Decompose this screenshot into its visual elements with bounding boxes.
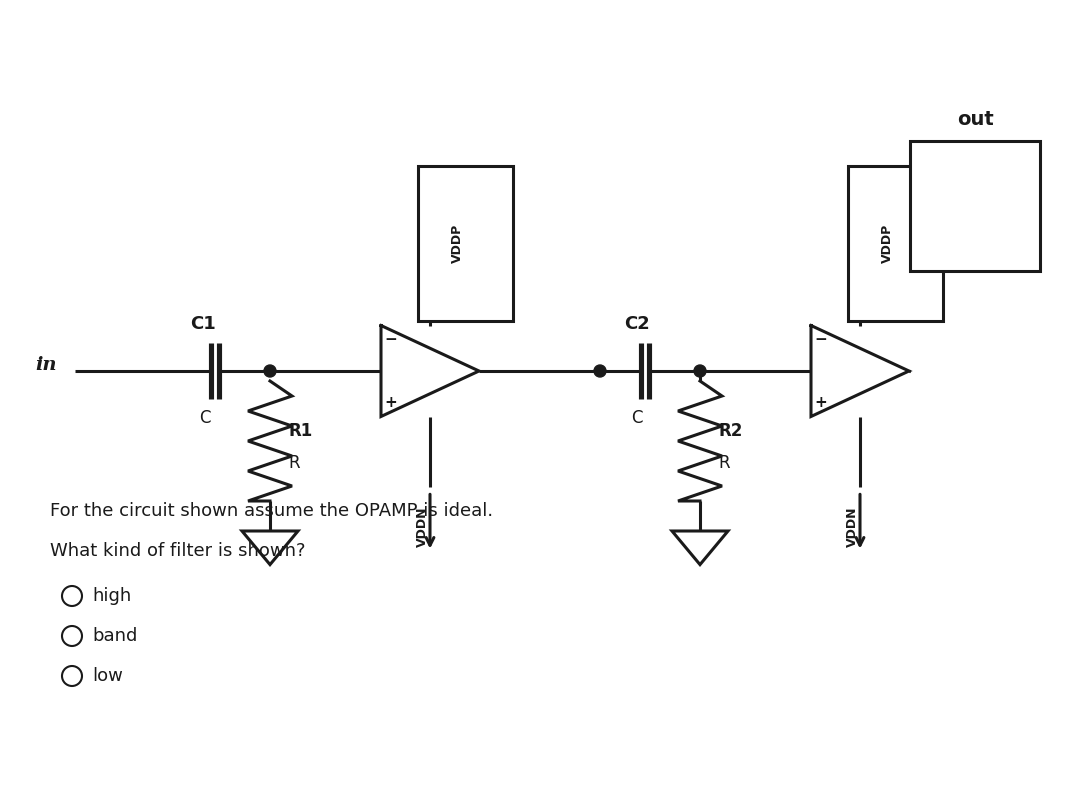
Text: C: C: [631, 409, 643, 427]
Text: +: +: [384, 395, 397, 410]
Text: VDDP: VDDP: [880, 223, 893, 263]
Circle shape: [694, 365, 706, 377]
Text: R2: R2: [718, 422, 742, 440]
Text: in: in: [35, 356, 56, 374]
Text: R: R: [718, 454, 730, 472]
Text: high: high: [92, 587, 132, 605]
Text: band: band: [92, 627, 137, 645]
Text: VDDN: VDDN: [416, 506, 429, 547]
Text: U1: U1: [474, 300, 499, 317]
Text: out: out: [957, 110, 994, 129]
Text: What kind of filter is shown?: What kind of filter is shown?: [50, 542, 306, 560]
Text: R1: R1: [288, 422, 312, 440]
Bar: [418, 166, 513, 320]
Circle shape: [594, 365, 606, 377]
Text: C2: C2: [624, 315, 650, 333]
Circle shape: [264, 365, 276, 377]
Text: VDDP: VDDP: [450, 223, 463, 263]
Bar: [910, 141, 1040, 271]
Bar: [848, 166, 943, 320]
Text: VDDN: VDDN: [846, 506, 859, 547]
Text: low: low: [92, 667, 123, 685]
Text: R: R: [288, 454, 299, 472]
Text: C1: C1: [190, 315, 216, 333]
Text: −: −: [814, 332, 827, 347]
Text: For the circuit shown assume the OPAMP is ideal.: For the circuit shown assume the OPAMP i…: [50, 502, 494, 520]
Text: +: +: [814, 395, 827, 410]
Text: C: C: [199, 409, 211, 427]
Text: −: −: [384, 332, 397, 347]
Text: U2: U2: [904, 300, 929, 317]
